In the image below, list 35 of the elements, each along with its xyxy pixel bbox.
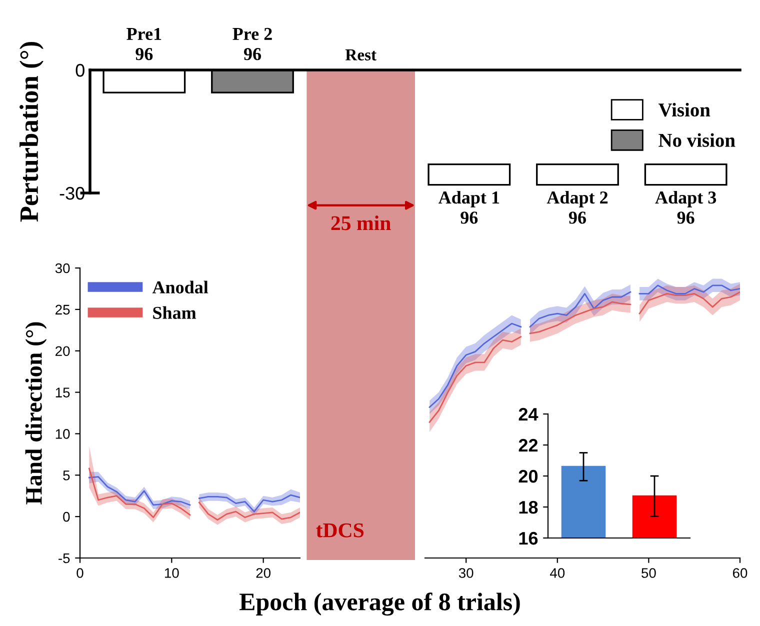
x-tick-label: 40: [550, 568, 565, 578]
x-tick-label: Adapt 3 96: [655, 190, 716, 224]
x-axis-title: Epoch (average of 8 trials): [239, 592, 520, 616]
y-tick-label: -5: [58, 553, 70, 564]
y-tick-label: -30: [60, 186, 84, 200]
x-tick-label: Pre1 96: [126, 28, 162, 60]
x-tick-label: Adapt 1 96: [438, 190, 500, 224]
legend-label: Vision: [658, 102, 710, 117]
y-tick-label: 22: [518, 438, 538, 452]
y-tick-label: 25: [56, 304, 70, 315]
x-tick-label: 30: [458, 568, 474, 578]
x-tick-label: 20: [256, 568, 271, 578]
text: tDCS: [316, 523, 364, 538]
x-tick-label: 60: [732, 568, 748, 578]
x-tick-label: Rest: [345, 49, 376, 60]
legend-label: Sham: [153, 306, 196, 319]
y-axis-title: Hand direction (°): [25, 322, 47, 504]
legend-label: Anodal: [152, 280, 208, 294]
band-label: 25 min: [331, 216, 391, 230]
y-tick-label: 15: [56, 388, 70, 398]
y-tick-label: 0: [63, 512, 70, 522]
y-tick-label: 5: [63, 470, 70, 480]
y-tick-label: 20: [518, 470, 538, 483]
legend-label: No vision: [658, 133, 736, 147]
x-tick-label: 50: [642, 568, 656, 578]
x-tick-label: Adapt 2 96: [546, 190, 608, 224]
y-tick-label: 24: [518, 408, 538, 421]
y-tick-label: 16: [519, 532, 538, 545]
y-axis-title: Perturbation (°): [20, 42, 44, 222]
y-tick-label: 30: [55, 263, 70, 274]
y-tick-label: 20: [56, 346, 70, 356]
x-tick-label: 10: [165, 568, 179, 578]
y-tick-label: 10: [56, 429, 70, 439]
x-tick-label: Pre 2 96: [232, 28, 272, 60]
y-tick-label: 18: [519, 500, 538, 514]
